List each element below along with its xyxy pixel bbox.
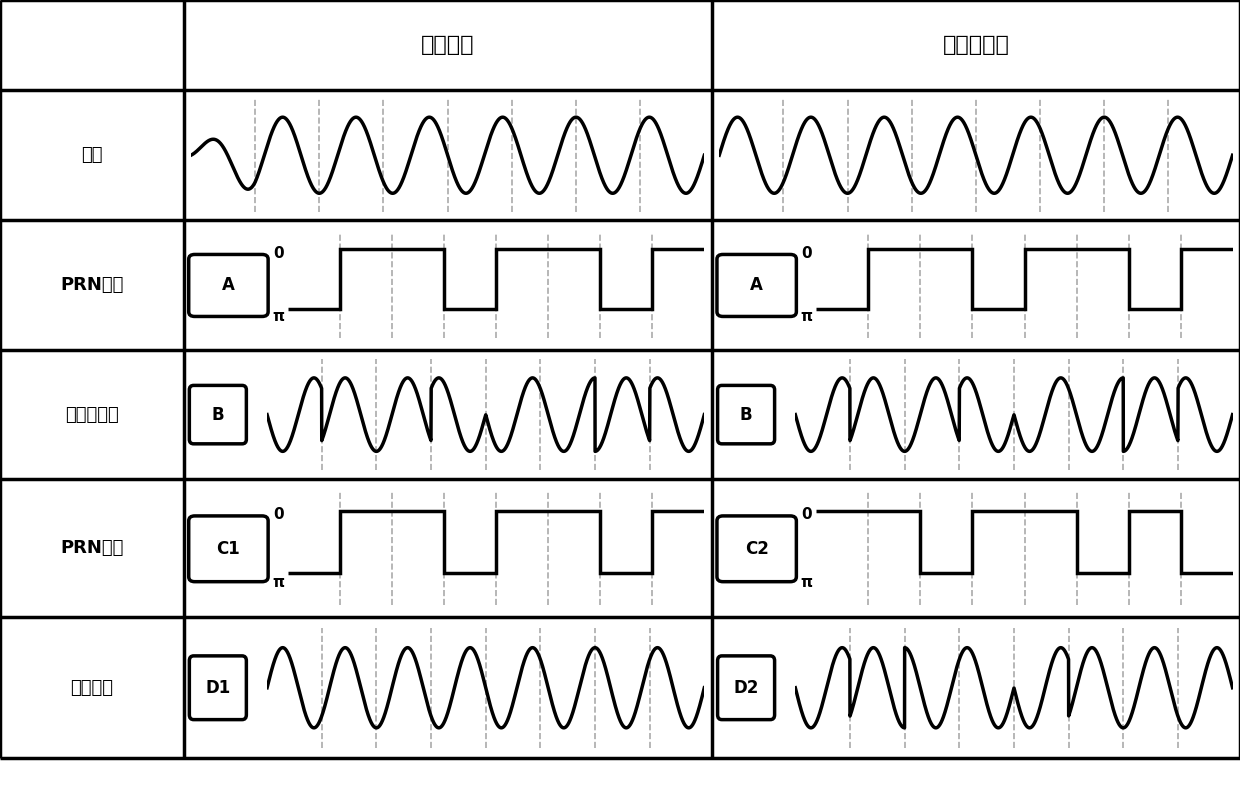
FancyBboxPatch shape [717,255,796,317]
Text: 解码输出: 解码输出 [71,679,113,696]
Text: C1: C1 [217,540,241,558]
Text: π: π [800,575,812,590]
Text: 编码后信号: 编码后信号 [64,406,119,424]
Text: 时延匹配: 时延匹配 [420,35,475,55]
Text: 0: 0 [273,507,284,522]
FancyBboxPatch shape [188,516,268,582]
FancyBboxPatch shape [190,385,247,444]
Text: 0: 0 [801,245,812,260]
FancyBboxPatch shape [718,656,775,720]
Text: A: A [750,277,763,295]
Text: PRN解码: PRN解码 [60,539,124,557]
Text: 0: 0 [273,245,284,260]
FancyBboxPatch shape [718,385,775,444]
Text: π: π [272,575,284,590]
FancyBboxPatch shape [188,255,268,317]
Text: π: π [272,310,284,325]
FancyBboxPatch shape [190,656,247,720]
Text: D2: D2 [733,679,759,696]
Text: 0: 0 [801,507,812,522]
Text: A: A [222,277,234,295]
Text: 信号: 信号 [81,146,103,164]
Text: C2: C2 [745,540,769,558]
Text: π: π [800,310,812,325]
Text: 时延不匹配: 时延不匹配 [942,35,1009,55]
Text: PRN编码: PRN编码 [60,276,124,294]
Text: B: B [740,406,753,424]
Text: B: B [212,406,224,424]
Text: D1: D1 [206,679,231,696]
FancyBboxPatch shape [717,516,796,582]
